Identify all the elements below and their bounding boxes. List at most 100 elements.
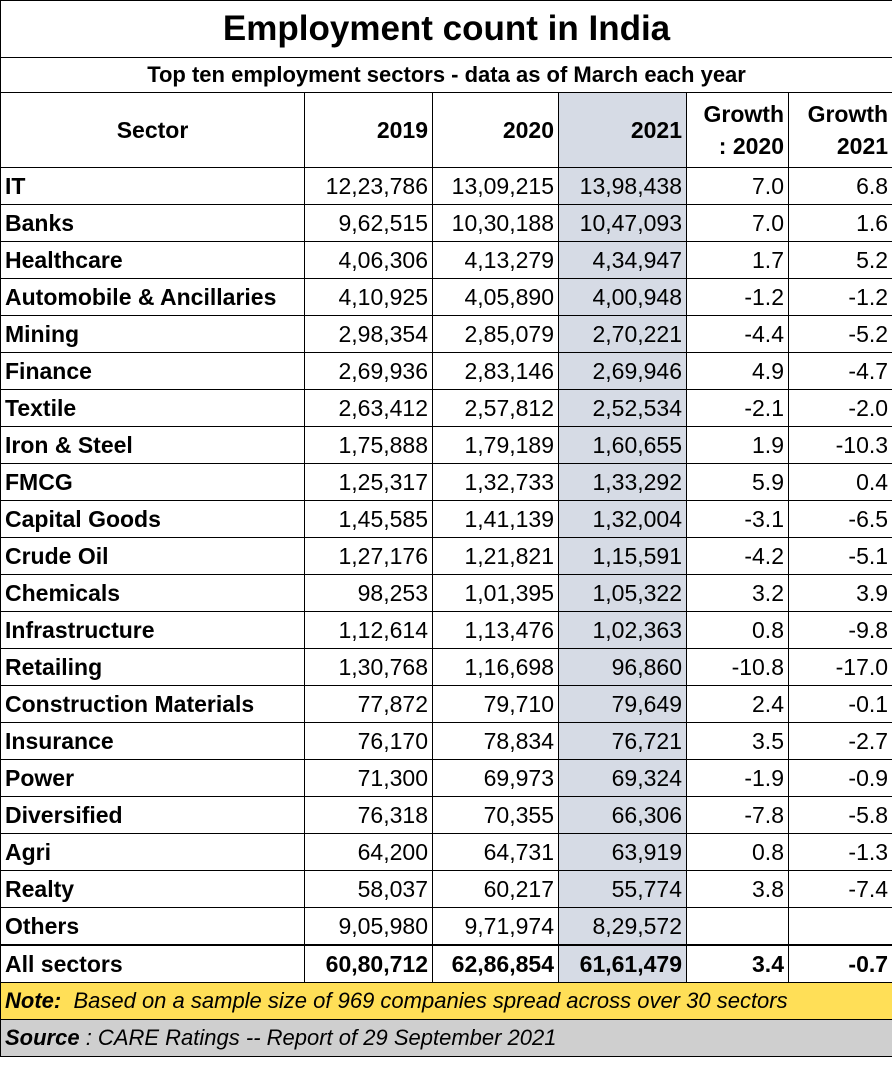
value-2021-cell: 13,98,438 xyxy=(558,167,687,205)
value-2019-cell: 9,62,515 xyxy=(304,204,433,242)
sector-cell: Retailing xyxy=(0,648,305,686)
value-2020-cell: 1,79,189 xyxy=(432,426,559,464)
growth-2020-cell: 3.8 xyxy=(686,870,789,908)
total-row: All sectors 60,80,712 62,86,854 61,61,479 3.… xyxy=(0,944,892,983)
growth-2021-cell: -7.4 xyxy=(787,870,892,908)
value-2020-cell: 69,973 xyxy=(432,759,559,797)
growth-2021-cell: -2.0 xyxy=(787,389,892,427)
value-2020-cell: 2,83,146 xyxy=(432,352,559,390)
sector-cell: Insurance xyxy=(0,722,305,760)
growth-2020-cell: -3.1 xyxy=(686,500,789,538)
value-2021-cell: 2,52,534 xyxy=(558,389,687,427)
sector-cell: Realty xyxy=(0,870,305,908)
table-row: Agri 64,200 64,731 63,919 0.8 -1.3 xyxy=(0,833,892,871)
sector-cell: Infrastructure xyxy=(0,611,305,649)
column-header-growth-2021: Growth 2021 xyxy=(787,92,892,168)
table-row: Construction Materials 77,872 79,710 79,649… xyxy=(0,685,892,723)
growth-2021-cell: -2.7 xyxy=(787,722,892,760)
table-row: Healthcare 4,06,306 4,13,279 4,34,947 1.7 5.2 xyxy=(0,241,892,279)
table-row: FMCG 1,25,317 1,32,733 1,33,292 5.9 0.4 xyxy=(0,463,892,501)
growth-2021-cell: -4.7 xyxy=(787,352,892,390)
note-label: Note: xyxy=(5,988,62,1013)
sector-cell: Capital Goods xyxy=(0,500,305,538)
value-2021-cell: 79,649 xyxy=(558,685,687,723)
column-header-2020: 2020 xyxy=(432,92,559,168)
value-2020-cell: 70,355 xyxy=(432,796,559,834)
sector-cell: Chemicals xyxy=(0,574,305,612)
value-2019-cell: 1,25,317 xyxy=(304,463,433,501)
value-2020-cell: 4,05,890 xyxy=(432,278,559,316)
value-2020-cell: 1,01,395 xyxy=(432,574,559,612)
table-row: Capital Goods 1,45,585 1,41,139 1,32,004 -3.… xyxy=(0,500,892,538)
value-2020-cell: 13,09,215 xyxy=(432,167,559,205)
growth-2021-cell: -6.5 xyxy=(787,500,892,538)
table-row: Realty 58,037 60,217 55,774 3.8 -7.4 xyxy=(0,870,892,908)
value-2019-cell: 64,200 xyxy=(304,833,433,871)
value-2021-cell: 55,774 xyxy=(558,870,687,908)
column-header-sector: Sector xyxy=(0,92,305,168)
growth-2020-cell: 3.5 xyxy=(686,722,789,760)
growth-2021-cell: -10.3 xyxy=(787,426,892,464)
growth-2021-cell: -1.2 xyxy=(787,278,892,316)
sector-cell: Banks xyxy=(0,204,305,242)
table-row: Textile 2,63,412 2,57,812 2,52,534 -2.1 -2.0 xyxy=(0,389,892,427)
table-row: Banks 9,62,515 10,30,188 10,47,093 7.0 1.6 xyxy=(0,204,892,242)
growth-2021-cell: -0.1 xyxy=(787,685,892,723)
value-2021-cell: 96,860 xyxy=(558,648,687,686)
growth-2020-cell: -1.2 xyxy=(686,278,789,316)
table-subtitle: Top ten employment sectors - data as of … xyxy=(0,57,892,93)
value-2019-cell: 76,318 xyxy=(304,796,433,834)
value-2020-cell: 9,71,974 xyxy=(432,907,559,946)
sector-cell: Power xyxy=(0,759,305,797)
sector-cell: Automobile & Ancillaries xyxy=(0,278,305,316)
growth-2021-cell: -0.7 xyxy=(787,944,892,983)
table-row: Insurance 76,170 78,834 76,721 3.5 -2.7 xyxy=(0,722,892,760)
growth-2020-header-text: Growth: 2020 xyxy=(703,101,785,159)
value-2021-cell: 69,324 xyxy=(558,759,687,797)
growth-2020-cell: 7.0 xyxy=(686,167,789,205)
value-2021-cell: 61,61,479 xyxy=(558,944,687,983)
value-2021-cell: 4,00,948 xyxy=(558,278,687,316)
sector-cell: Crude Oil xyxy=(0,537,305,575)
growth-2021-cell: 5.2 xyxy=(787,241,892,279)
value-2020-cell: 62,86,854 xyxy=(432,944,559,983)
source-label: Source xyxy=(5,1025,80,1050)
growth-2020-cell: -7.8 xyxy=(686,796,789,834)
growth-2021-cell: -5.2 xyxy=(787,315,892,353)
growth-2020-cell: 1.9 xyxy=(686,426,789,464)
value-2021-cell: 8,29,572 xyxy=(558,907,687,946)
value-2020-cell: 1,32,733 xyxy=(432,463,559,501)
value-2020-cell: 1,13,476 xyxy=(432,611,559,649)
value-2021-cell: 1,60,655 xyxy=(558,426,687,464)
value-2019-cell: 77,872 xyxy=(304,685,433,723)
growth-2021-cell: -5.8 xyxy=(787,796,892,834)
sector-cell: Construction Materials xyxy=(0,685,305,723)
value-2020-cell: 2,57,812 xyxy=(432,389,559,427)
value-2019-cell: 2,63,412 xyxy=(304,389,433,427)
value-2019-cell: 2,98,354 xyxy=(304,315,433,353)
growth-2021-cell xyxy=(787,907,892,946)
value-2020-cell: 79,710 xyxy=(432,685,559,723)
value-2019-cell: 60,80,712 xyxy=(304,944,433,983)
value-2019-cell: 98,253 xyxy=(304,574,433,612)
table-row: Chemicals 98,253 1,01,395 1,05,322 3.2 3.9 xyxy=(0,574,892,612)
growth-2020-cell: -1.9 xyxy=(686,759,789,797)
sector-cell: Textile xyxy=(0,389,305,427)
value-2019-cell: 4,10,925 xyxy=(304,278,433,316)
value-2021-cell: 1,32,004 xyxy=(558,500,687,538)
value-2019-cell: 4,06,306 xyxy=(304,241,433,279)
growth-2020-cell: 4.9 xyxy=(686,352,789,390)
value-2019-cell: 58,037 xyxy=(304,870,433,908)
value-2020-cell: 60,217 xyxy=(432,870,559,908)
sector-cell: Others xyxy=(0,907,305,946)
value-2021-cell: 63,919 xyxy=(558,833,687,871)
value-2019-cell: 1,30,768 xyxy=(304,648,433,686)
value-2020-cell: 78,834 xyxy=(432,722,559,760)
column-header-2021: 2021 xyxy=(558,92,687,168)
note-text: Based on a sample size of 969 companies … xyxy=(73,988,788,1013)
sector-cell: Mining xyxy=(0,315,305,353)
value-2020-cell: 64,731 xyxy=(432,833,559,871)
value-2021-cell: 66,306 xyxy=(558,796,687,834)
table-row: Power 71,300 69,973 69,324 -1.9 -0.9 xyxy=(0,759,892,797)
value-2021-cell: 1,33,292 xyxy=(558,463,687,501)
